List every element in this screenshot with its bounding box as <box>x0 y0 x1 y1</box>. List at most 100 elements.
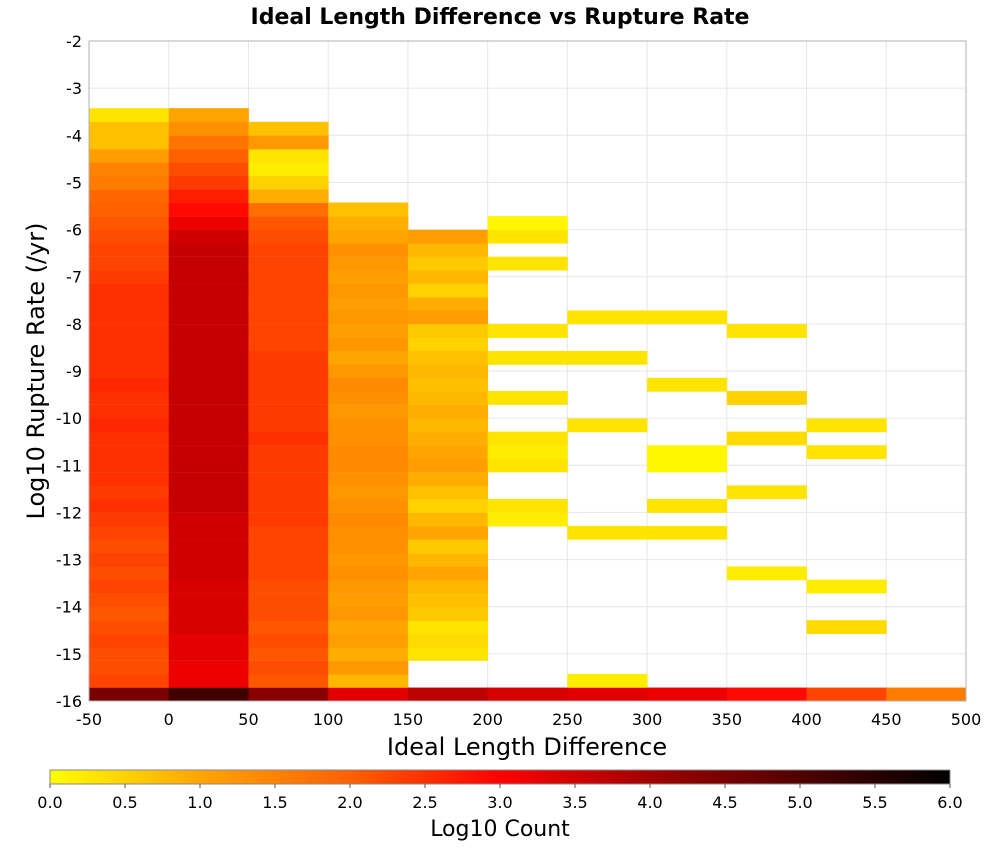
heatmap-cell <box>89 243 170 257</box>
heatmap-cell <box>806 418 887 433</box>
heatmap-cell <box>248 512 329 527</box>
heatmap-cell <box>567 673 648 688</box>
heatmap-cell <box>248 539 329 554</box>
heatmap-cell <box>89 647 170 661</box>
heatmap-cell <box>407 391 489 405</box>
heatmap-cell <box>407 647 489 661</box>
heatmap-cell <box>487 324 568 338</box>
x-tick-label: 0 <box>164 710 174 729</box>
heatmap-cell <box>89 256 170 271</box>
y-tick-label: -16 <box>56 692 82 711</box>
heatmap-cell <box>248 620 329 634</box>
heatmap-cell <box>89 525 170 540</box>
colorbar <box>49 769 951 785</box>
heatmap-cell <box>168 647 249 661</box>
heatmap-cell <box>487 216 568 230</box>
heatmap-cell <box>89 458 170 473</box>
heatmap-cell <box>248 162 329 177</box>
heatmap-cell <box>89 687 170 702</box>
heatmap-cell <box>248 256 329 271</box>
heatmap-cell <box>407 620 489 634</box>
heatmap-cell <box>168 445 249 460</box>
x-tick-label: 150 <box>393 710 424 729</box>
heatmap-cell <box>328 687 409 702</box>
heatmap-cell <box>89 566 170 581</box>
heatmap-cell <box>248 431 329 446</box>
colorbar-tick-label: 1.5 <box>262 793 287 812</box>
heatmap-cell <box>248 566 329 581</box>
x-axis-tick-labels: -50 0 50 100 150 200 250 300 350 400 450 500 <box>76 710 981 729</box>
heatmap-cell <box>89 350 170 365</box>
heatmap-cell <box>328 633 409 648</box>
heatmap-cell <box>328 566 409 581</box>
heatmap-cell <box>168 175 249 190</box>
heatmap-cell <box>89 606 170 621</box>
heatmap-cell <box>168 108 249 123</box>
heatmap-cell <box>328 350 409 365</box>
heatmap-cell <box>726 391 807 405</box>
heatmap-cell <box>407 256 489 271</box>
heatmap-cell <box>168 121 249 136</box>
heatmap-cell <box>168 391 249 405</box>
heatmap-cell <box>168 202 249 217</box>
heatmap-cell <box>89 593 170 608</box>
heatmap-cell <box>89 296 170 311</box>
heatmap-cell <box>89 148 170 163</box>
y-axis-tick-labels: -2 -3 -4 -5 -6 -7 -8 -9 -10 -11 -12 -13 -14 -15 -16 <box>56 32 82 711</box>
heatmap-cell <box>89 404 170 419</box>
heatmap-cell <box>407 606 489 621</box>
heatmap-cell <box>248 243 329 257</box>
x-tick-label: 250 <box>552 710 583 729</box>
heatmap-cell <box>168 135 249 150</box>
heatmap-cell <box>487 512 568 527</box>
heatmap-cell <box>328 458 409 473</box>
heatmap-cell <box>328 579 409 594</box>
heatmap-cell <box>168 512 249 527</box>
heatmap-cell <box>487 445 568 460</box>
heatmap-cell <box>248 337 329 352</box>
colorbar-tick-label: 5.5 <box>862 793 887 812</box>
heatmap-cell <box>168 633 249 648</box>
heatmap-cell <box>248 229 329 244</box>
heatmap-cell <box>407 377 489 392</box>
heatmap-cell <box>89 324 170 338</box>
heatmap-cell <box>328 431 409 446</box>
heatmap-cell <box>89 162 170 177</box>
heatmap-cell <box>647 445 728 460</box>
heatmap-cell <box>89 498 170 513</box>
heatmap-cell <box>328 391 409 405</box>
heatmap-cell <box>487 350 568 365</box>
heatmap-cell <box>328 202 409 217</box>
heatmap-cell <box>89 391 170 405</box>
heatmap-cell <box>328 216 409 230</box>
heatmap-cell <box>806 579 887 594</box>
heatmap-cell <box>248 418 329 433</box>
heatmap-cell <box>328 445 409 460</box>
heatmap-cell <box>89 269 170 284</box>
heatmap-cell <box>89 377 170 392</box>
heatmap-cell <box>168 687 249 702</box>
colorbar-tick-labels: 0.0 0.5 1.0 1.5 2.0 2.5 3.0 3.5 4.0 4.5 5.0 5.5 6.0 <box>37 784 963 812</box>
heatmap-cell <box>168 377 249 392</box>
heatmap-cell <box>806 445 887 460</box>
heatmap-cell <box>328 552 409 567</box>
heatmap-cell <box>407 229 489 244</box>
colorbar-tick-label: 2.5 <box>412 793 437 812</box>
y-tick-label: -10 <box>56 409 82 428</box>
heatmap-cell <box>328 647 409 661</box>
heatmap-cell <box>328 283 409 298</box>
heatmap-cell <box>248 687 329 702</box>
heatmap-cell <box>168 404 249 419</box>
heatmap-cells <box>89 108 967 702</box>
heatmap-cell <box>407 445 489 460</box>
y-tick-label: -3 <box>66 79 82 98</box>
heatmap-cell <box>168 337 249 352</box>
heatmap-cell <box>726 324 807 338</box>
heatmap-cell <box>647 498 728 513</box>
x-tick-label: 300 <box>632 710 663 729</box>
heatmap-cell <box>248 121 329 136</box>
heatmap-cell <box>168 579 249 594</box>
heatmap-cell <box>407 418 489 433</box>
y-tick-label: -5 <box>66 173 82 192</box>
heatmap-cell <box>248 485 329 500</box>
